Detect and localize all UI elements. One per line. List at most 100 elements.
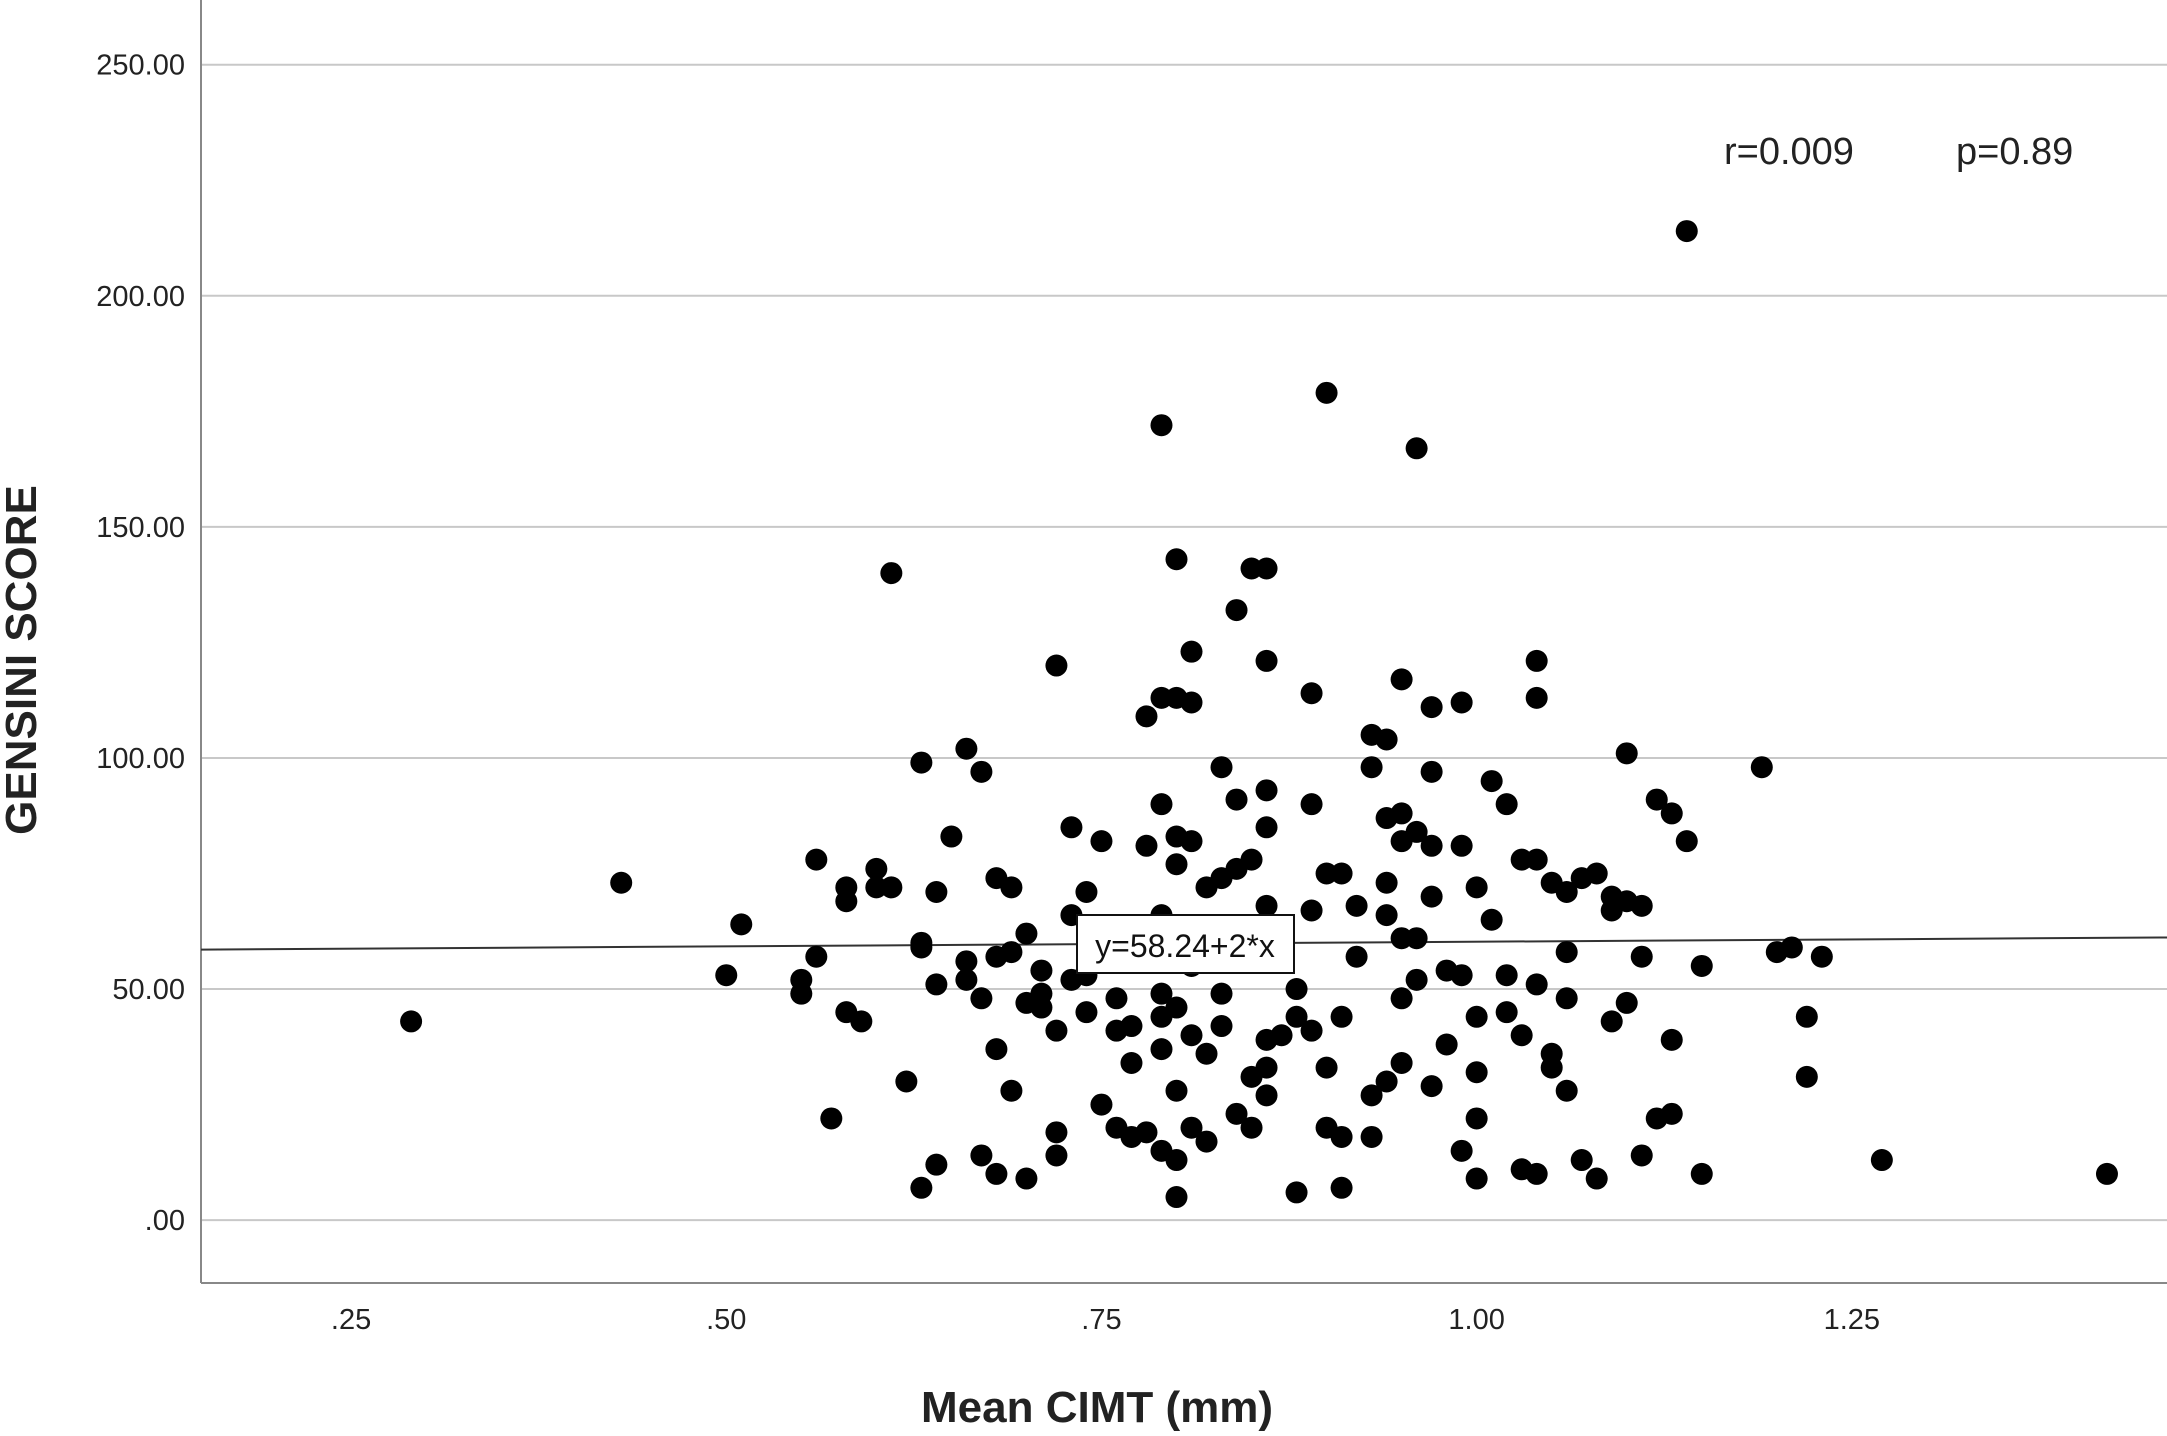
data-point [1375, 904, 1398, 927]
data-point [925, 973, 948, 996]
grid-lines [201, 63, 2167, 1222]
data-point [880, 562, 903, 585]
data-point [1420, 885, 1443, 908]
x-tick-label: 1.00 [1448, 1304, 1504, 1336]
data-point [1675, 830, 1698, 853]
data-point [1165, 1079, 1188, 1102]
data-point [1345, 894, 1368, 917]
data-point [1465, 1107, 1488, 1130]
fit-equation-label: y=58.24+2*x [1095, 928, 1275, 964]
data-point [880, 876, 903, 899]
data-point [1660, 802, 1683, 825]
data-point [1420, 1075, 1443, 1098]
data-point [1285, 978, 1308, 1001]
data-point [820, 1107, 843, 1130]
data-point [1660, 1028, 1683, 1051]
data-point [1690, 954, 1713, 977]
data-point [1420, 760, 1443, 783]
data-point [1600, 1010, 1623, 1033]
correlation-r-label: r=0.009 [1724, 131, 1854, 173]
data-point [1495, 1001, 1518, 1024]
data-point [1375, 871, 1398, 894]
y-tick-label: 100.00 [96, 743, 185, 775]
data-point [895, 1070, 918, 1093]
data-point [1300, 682, 1323, 705]
data-point [1195, 1130, 1218, 1153]
data-point [1135, 834, 1158, 857]
x-tick-label: .25 [331, 1304, 371, 1336]
data-point [970, 987, 993, 1010]
data-point [1585, 862, 1608, 885]
data-point [1180, 640, 1203, 663]
data-point [1525, 848, 1548, 871]
data-point [850, 1010, 873, 1033]
data-point [1255, 649, 1278, 672]
data-point [1300, 1019, 1323, 1042]
data-point [1000, 941, 1023, 964]
data-point [940, 825, 963, 848]
data-point [1210, 1015, 1233, 1038]
data-point [1330, 1125, 1353, 1148]
data-point [1210, 756, 1233, 779]
data-point [1390, 987, 1413, 1010]
data-point [1795, 1065, 1818, 1088]
data-point [1780, 936, 1803, 959]
data-point [1135, 1121, 1158, 1144]
y-tick-label: .00 [145, 1205, 185, 1237]
data-point [1645, 788, 1668, 811]
data-point [1570, 1149, 1593, 1172]
data-point [1870, 1149, 1893, 1172]
data-point [1300, 899, 1323, 922]
data-point [1315, 381, 1338, 404]
data-point [1180, 830, 1203, 853]
data-point [1225, 788, 1248, 811]
data-point [1450, 1139, 1473, 1162]
data-point [715, 964, 738, 987]
data-point [865, 857, 888, 880]
data-point [925, 880, 948, 903]
data-point [1030, 959, 1053, 982]
y-axis-title: GENSINI SCORE [0, 485, 46, 835]
data-point [985, 1038, 1008, 1061]
data-point [1585, 1167, 1608, 1190]
data-point [1390, 1052, 1413, 1075]
data-point [1255, 779, 1278, 802]
data-point [805, 945, 828, 968]
data-point [1255, 894, 1278, 917]
data-point [1480, 908, 1503, 931]
data-point [955, 737, 978, 760]
data-point [1255, 557, 1278, 580]
data-point [970, 1144, 993, 1167]
data-point [1405, 927, 1428, 950]
x-tick-label: 1.25 [1824, 1304, 1880, 1336]
data-point [1210, 982, 1233, 1005]
data-point [1090, 1093, 1113, 1116]
data-point [1270, 1024, 1293, 1047]
data-point [1390, 668, 1413, 691]
x-axis-title: Mean CIMT (mm) [921, 1383, 1273, 1432]
data-point [1405, 820, 1428, 843]
data-point [1480, 770, 1503, 793]
data-point [1330, 1005, 1353, 1028]
y-tick-label: 200.00 [96, 281, 185, 313]
data-point [1330, 862, 1353, 885]
data-point [1555, 941, 1578, 964]
data-point [1465, 1061, 1488, 1084]
data-point [1390, 802, 1413, 825]
data-point [1675, 220, 1698, 243]
p-value-label: p=0.89 [1956, 131, 2073, 173]
data-point [1000, 876, 1023, 899]
x-tick-label: .50 [706, 1304, 746, 1336]
data-point [1615, 742, 1638, 765]
data-point [1060, 816, 1083, 839]
data-point [1255, 816, 1278, 839]
data-point [1465, 1167, 1488, 1190]
data-point [955, 968, 978, 991]
data-point [1240, 848, 1263, 871]
x-tick-label: .75 [1081, 1304, 1121, 1336]
data-point [1045, 654, 1068, 677]
data-point [1450, 964, 1473, 987]
data-point [1120, 1052, 1143, 1075]
data-point [1045, 1019, 1068, 1042]
data-point [1465, 876, 1488, 899]
